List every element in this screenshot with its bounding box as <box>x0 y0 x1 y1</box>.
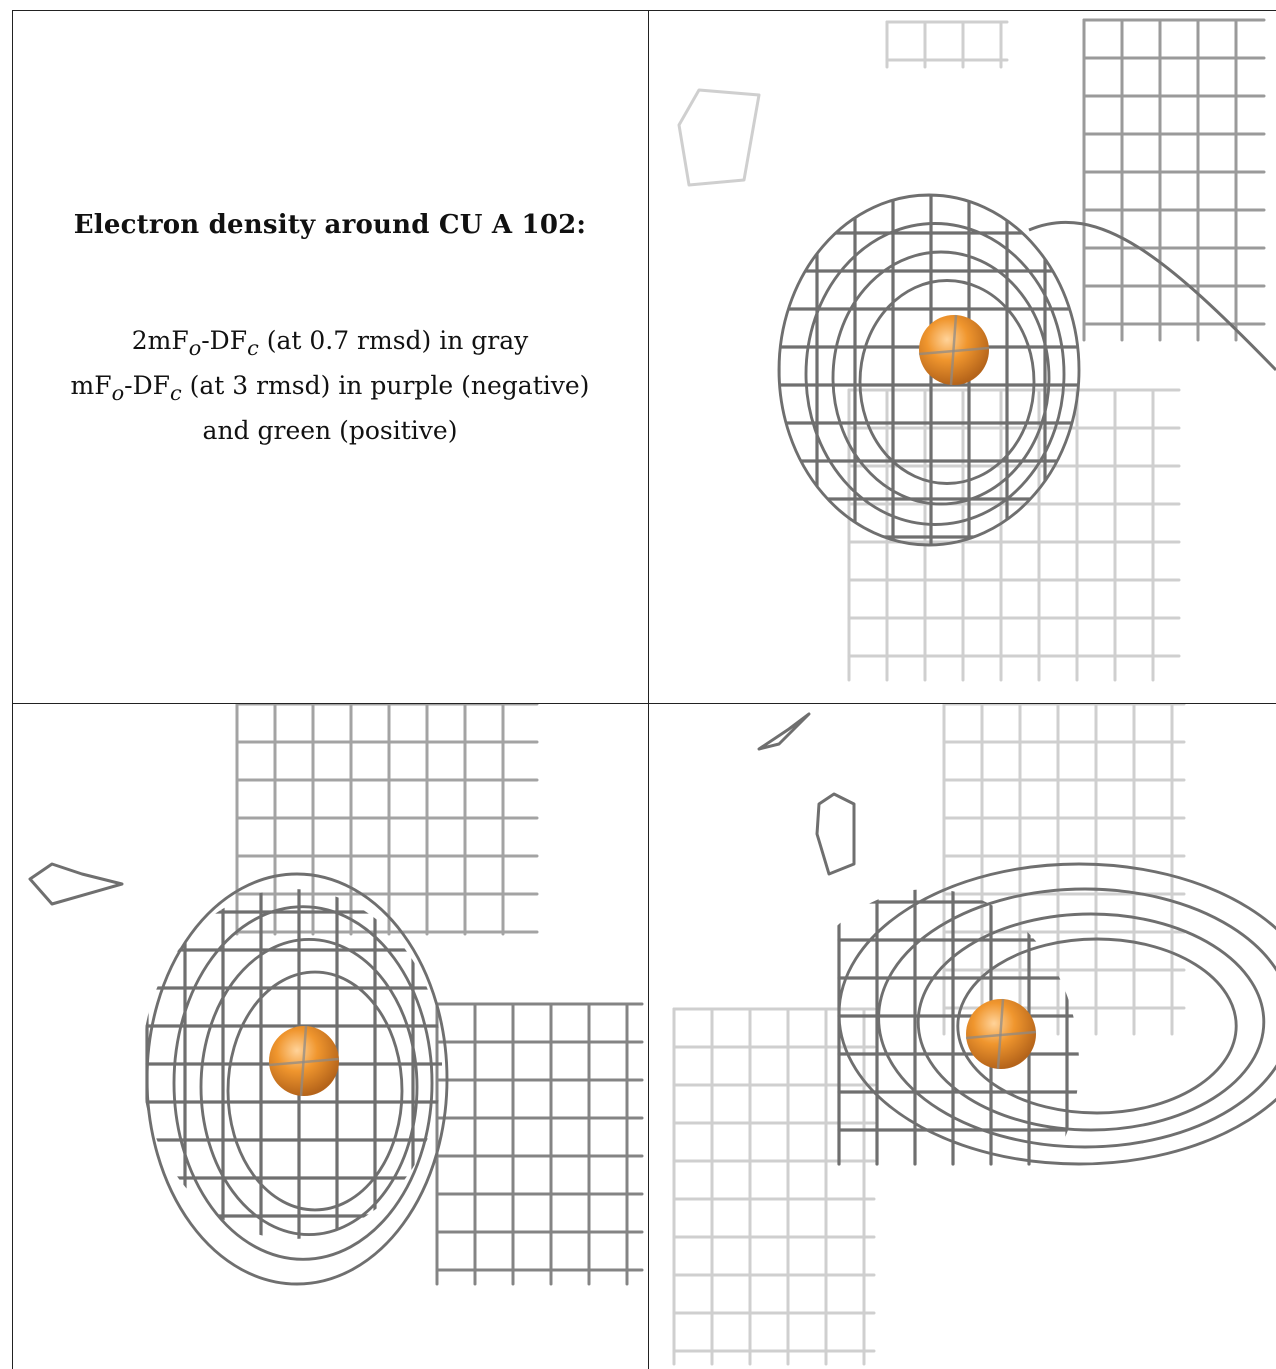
density-panel-3 <box>649 704 1276 1369</box>
density-mesh-right-lobe <box>435 1002 644 1286</box>
density-fragment-left <box>28 862 124 906</box>
border-top <box>12 10 1276 11</box>
density-panel-1 <box>649 10 1276 703</box>
legend-cell: Electron density around CU A 102: 2mFo-D… <box>12 10 648 703</box>
legend-line-colors: and green (positive) <box>202 416 458 445</box>
figure-grid: Electron density around CU A 102: 2mFo-D… <box>12 10 1276 1369</box>
legend-line-2mfo-dfc: 2mFo-DFc (at 0.7 rmsd) in gray <box>131 326 529 360</box>
legend-line-mfo-dfc: mFo-DFc (at 3 rmsd) in purple (negative) <box>70 371 590 405</box>
density-fragment-top <box>885 20 1009 69</box>
border-left <box>12 10 13 1369</box>
copper-atom-sphere <box>268 1025 340 1097</box>
density-mesh-upper-column <box>1082 18 1266 342</box>
density-mesh-view-1 <box>677 18 1276 682</box>
legend-text: 2mFo-DFc (at 0.7 rmsd) in gray mFo-DFc (… <box>12 322 648 450</box>
density-mesh-left-lobe <box>672 1007 876 1366</box>
density-mesh-upper-column <box>235 704 539 936</box>
density-mesh-bridge <box>1028 220 1276 372</box>
density-fragment-top-left <box>757 712 811 751</box>
border-middle-vertical <box>648 10 649 1369</box>
density-mesh-view-2 <box>28 704 644 1286</box>
density-mesh-lower-lobe <box>847 388 1181 682</box>
legend-title: Electron density around CU A 102: <box>73 210 587 240</box>
density-fragment-small <box>815 792 856 876</box>
copper-atom-sphere <box>965 998 1037 1070</box>
border-middle-horizontal <box>12 703 1276 704</box>
copper-atom-sphere <box>918 314 990 386</box>
density-mesh-view-3 <box>672 704 1276 1366</box>
density-panel-2 <box>12 704 648 1369</box>
density-fragment-left <box>677 88 761 187</box>
